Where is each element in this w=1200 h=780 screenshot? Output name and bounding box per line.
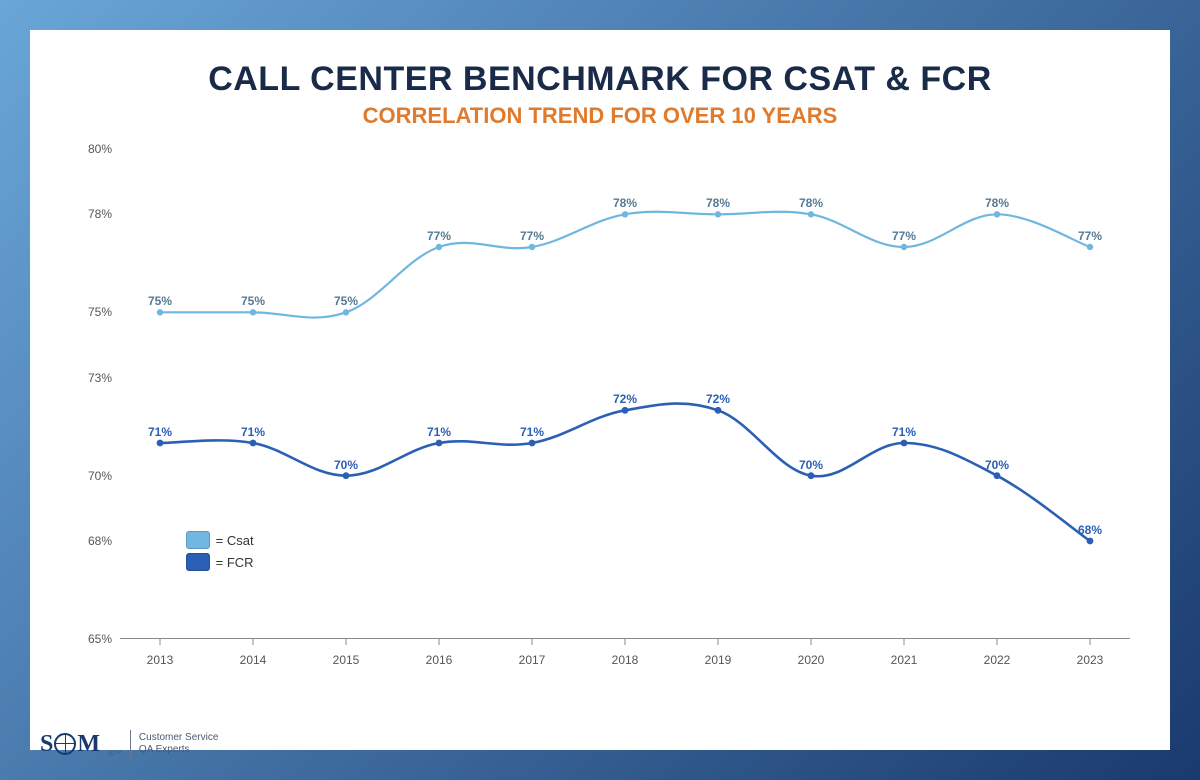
logo-tagline-line1: Customer Service [139, 732, 218, 744]
logo-separator [130, 730, 131, 758]
x-tick-label: 2018 [612, 653, 639, 667]
legend-text: = FCR [216, 555, 254, 570]
logo-tagline: Customer Service QA Experts [139, 732, 218, 756]
series-marker [901, 244, 907, 250]
x-tick-mark [997, 639, 998, 645]
chart-title: CALL CENTER BENCHMARK FOR CSAT & FCR [70, 60, 1130, 99]
x-tick-label: 2016 [426, 653, 453, 667]
x-tick-mark [811, 639, 812, 645]
data-label: 71% [520, 425, 544, 439]
globe-icon [54, 733, 76, 755]
y-tick-label: 78% [70, 207, 112, 221]
legend-text: = Csat [216, 533, 254, 548]
brand-logo: S M ®™ Customer Service QA Experts [40, 730, 218, 758]
x-tick-label: 2019 [705, 653, 732, 667]
series-marker [715, 407, 722, 414]
series-marker [808, 472, 815, 479]
x-tick-mark [253, 639, 254, 645]
data-label: 77% [520, 229, 544, 243]
series-marker [436, 440, 443, 447]
series-marker [157, 440, 164, 447]
data-label: 78% [985, 196, 1009, 210]
data-label: 77% [427, 229, 451, 243]
data-label: 70% [985, 458, 1009, 472]
x-tick-label: 2023 [1077, 653, 1104, 667]
series-marker [1087, 538, 1094, 545]
data-label: 71% [427, 425, 451, 439]
logo-letter-m: M [77, 731, 100, 758]
x-tick-label: 2020 [798, 653, 825, 667]
data-label: 70% [334, 458, 358, 472]
x-tick-mark [346, 639, 347, 645]
series-marker [901, 440, 908, 447]
x-tick-label: 2017 [519, 653, 546, 667]
y-tick-label: 65% [70, 632, 112, 646]
x-tick-label: 2022 [984, 653, 1011, 667]
data-label: 75% [148, 294, 172, 308]
white-panel: CALL CENTER BENCHMARK FOR CSAT & FCR COR… [30, 30, 1170, 750]
x-tick-label: 2013 [147, 653, 174, 667]
data-label: 75% [334, 294, 358, 308]
data-label: 72% [706, 392, 730, 406]
series-marker [157, 309, 163, 315]
series-marker [715, 211, 721, 217]
series-marker [250, 309, 256, 315]
series-line [160, 212, 1090, 318]
logo-mark: S M [40, 731, 100, 758]
x-tick-label: 2014 [240, 653, 267, 667]
series-marker [994, 472, 1001, 479]
outer-gradient-frame: CALL CENTER BENCHMARK FOR CSAT & FCR COR… [0, 0, 1200, 780]
legend: = Csat = FCR [186, 531, 254, 575]
legend-item: = Csat [186, 531, 254, 549]
chart-area: 65% 68% 70% 73% 75% 78% 80% 2013 2014 2015 2016 201… [70, 139, 1130, 679]
data-label: 68% [1078, 523, 1102, 537]
x-tick-label: 2021 [891, 653, 918, 667]
series-marker [343, 309, 349, 315]
y-tick-label: 70% [70, 469, 112, 483]
series-marker [250, 440, 257, 447]
data-label: 78% [799, 196, 823, 210]
x-tick-mark [718, 639, 719, 645]
x-tick-mark [160, 639, 161, 645]
series-marker [1087, 244, 1093, 250]
x-tick-mark [1090, 639, 1091, 645]
y-tick-label: 80% [70, 142, 112, 156]
series-marker [994, 211, 1000, 217]
logo-trademark: ®™ [108, 749, 122, 758]
legend-item: = FCR [186, 553, 254, 571]
series-marker [622, 407, 629, 414]
legend-swatch [186, 553, 210, 571]
data-label: 71% [892, 425, 916, 439]
data-label: 78% [706, 196, 730, 210]
data-label: 72% [613, 392, 637, 406]
x-tick-mark [439, 639, 440, 645]
series-marker [529, 440, 536, 447]
data-label: 71% [148, 425, 172, 439]
series-marker [529, 244, 535, 250]
series-line [160, 404, 1090, 541]
data-label: 78% [613, 196, 637, 210]
series-marker [622, 211, 628, 217]
y-tick-label: 75% [70, 305, 112, 319]
chart-subtitle: CORRELATION TREND FOR OVER 10 YEARS [70, 103, 1130, 129]
y-tick-label: 68% [70, 534, 112, 548]
logo-letter-s: S [40, 731, 53, 758]
data-label: 75% [241, 294, 265, 308]
data-label: 71% [241, 425, 265, 439]
data-label: 70% [799, 458, 823, 472]
data-label: 77% [1078, 229, 1102, 243]
x-tick-label: 2015 [333, 653, 360, 667]
series-marker [343, 472, 350, 479]
x-tick-mark [625, 639, 626, 645]
y-tick-label: 73% [70, 371, 112, 385]
x-tick-mark [532, 639, 533, 645]
logo-tagline-line2: QA Experts [139, 744, 218, 756]
x-tick-mark [904, 639, 905, 645]
series-marker [436, 244, 442, 250]
series-marker [808, 211, 814, 217]
data-label: 77% [892, 229, 916, 243]
legend-swatch [186, 531, 210, 549]
